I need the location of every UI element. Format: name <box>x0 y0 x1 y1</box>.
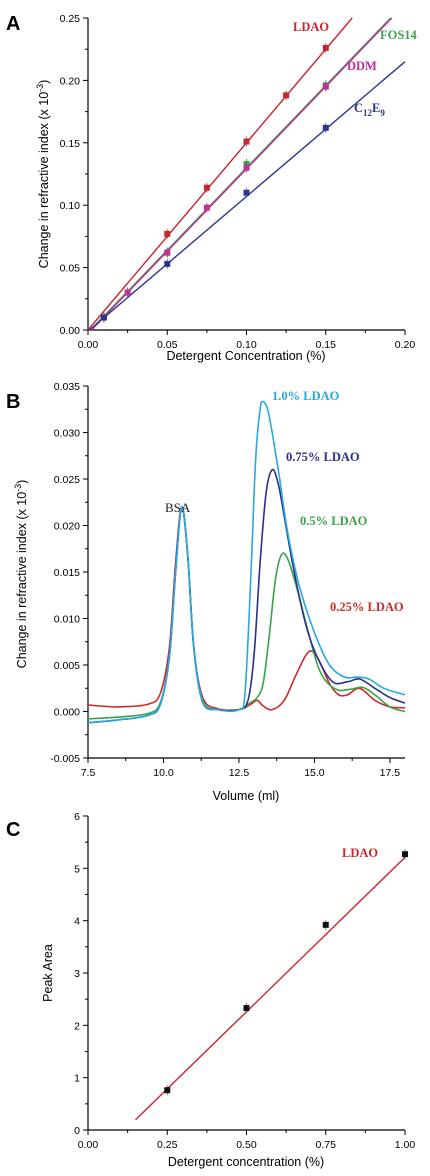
panel-b-y-tick-label: 0.020 <box>54 521 80 533</box>
panel-c: C 0.00 0.25 0.50 0.75 1.00 0 1 2 3 4 5 6 Detergent … <box>6 811 415 1169</box>
panel-c-y-tick-label: 5 <box>74 863 80 875</box>
series-label-ldao-c: LDAO <box>342 846 378 860</box>
data-point-c12e9 <box>243 189 250 196</box>
series-label-0-75-ldao: 0.75% LDAO <box>286 450 360 464</box>
fit-line-fos14 <box>89 17 392 331</box>
panel-a-x-tick-label: 0.00 <box>78 339 99 351</box>
data-point-ddm <box>164 249 171 256</box>
panel-b-x-tick-label: 10.0 <box>153 767 174 779</box>
data-point-ldao <box>203 184 210 191</box>
series-label-c12e9: C12E9 <box>354 101 385 118</box>
panel-c-y-tick-label: 1 <box>74 1073 80 1085</box>
panel-a-x-tick-label: 0.20 <box>395 339 416 351</box>
panel-b-y-tick-label: 0.010 <box>54 614 80 626</box>
panel-b-y-tick-label: 0.030 <box>54 428 80 440</box>
panel-b: B 7.5 10.0 12.5 15.0 17.5 -0.005 0.000 0.005 0.0… <box>6 381 406 803</box>
panel-a-x-tick-label: 0.05 <box>157 339 178 351</box>
panel-c-x-tick-label: 0.00 <box>78 1139 99 1151</box>
panel-c-y-tick-label: 3 <box>74 968 80 980</box>
panel-a-x-tick-label: 0.15 <box>316 339 337 351</box>
data-point-ldao <box>283 92 290 99</box>
data-point-ldao <box>164 230 171 237</box>
panel-a: A 0.00 0.05 0.10 0.15 0.20 0.00 0.05 0.10 0.15 0.… <box>6 13 418 363</box>
data-point-c12e9 <box>164 260 171 267</box>
data-point-c12e9 <box>322 124 329 131</box>
panel-c-x-axis-label: Detergent concentration (%) <box>168 1155 324 1169</box>
panel-b-x-tick-label: 15.0 <box>304 767 325 779</box>
panel-a-x-tick-label: 0.10 <box>236 339 257 351</box>
panel-a-x-axis-label: Detergent Concentration (%) <box>166 349 325 363</box>
panel-c-y-tick-label: 2 <box>74 1020 80 1032</box>
panel-b-x-tick-label: 12.5 <box>229 767 250 779</box>
fit-line-ldao <box>135 856 406 1121</box>
panel-c-x-tick-label: 0.50 <box>236 1139 257 1151</box>
data-point-ldao <box>322 44 329 51</box>
panel-b-y-axis-label: Change in refractive index (x 10-3) <box>13 480 29 669</box>
panel-b-y-tick-label: 0.000 <box>54 707 80 719</box>
series-label-0-25-ldao: 0.25% LDAO <box>330 600 404 614</box>
panel-c-axes <box>87 816 405 1131</box>
series-label-ddm: DDM <box>347 59 377 73</box>
panel-c-y-tick-label: 0 <box>74 1125 80 1137</box>
series-label-fos14: FOS14 <box>380 28 418 42</box>
data-point-ldao <box>402 851 408 858</box>
panel-b-y-tick-label: 0.005 <box>54 660 80 672</box>
panel-b-axes <box>87 386 405 759</box>
panel-a-y-tick-label: 0.10 <box>60 200 81 212</box>
panel-c-y-tick-label: 4 <box>74 916 80 928</box>
panel-c-label: C <box>6 819 20 841</box>
series-label-1-0-ldao: 1.0% LDAO <box>272 389 340 403</box>
data-point-ldao <box>164 1087 171 1094</box>
panel-a-y-tick-label: 0.05 <box>60 263 81 275</box>
panel-b-y-tick-label: 0.015 <box>54 567 80 579</box>
panel-b-x-tick-label: 17.5 <box>380 767 401 779</box>
data-point-ddm <box>322 83 329 90</box>
panel-c-y-tick-label: 6 <box>74 811 80 823</box>
panel-b-x-tick-label: 7.5 <box>81 767 96 779</box>
data-point-ldao <box>322 921 329 928</box>
fit-line-ddm <box>91 17 393 331</box>
panel-a-y-tick-label: 0.25 <box>60 13 81 25</box>
data-point-ldao <box>243 1005 250 1012</box>
panel-c-x-tick-label: 0.25 <box>157 1139 178 1151</box>
data-point-ddm <box>203 204 210 211</box>
panel-b-y-tick-label: -0.005 <box>50 753 80 765</box>
data-point-ddm <box>124 289 131 296</box>
bsa-annotation: BSA <box>165 500 191 515</box>
fit-line-ldao <box>87 17 353 331</box>
data-point-c12e9 <box>100 314 107 321</box>
panel-c-y-axis-label: Peak Area <box>41 944 55 1002</box>
data-point-ldao <box>243 138 250 145</box>
panel-a-y-axis-label: Change in refractive index (x 10-3) <box>35 80 51 269</box>
series-label-ldao: LDAO <box>293 20 329 34</box>
panel-b-y-tick-label: 0.035 <box>54 381 80 393</box>
panel-b-x-axis-label: Volume (ml) <box>213 789 280 803</box>
panel-a-y-tick-label: 0.00 <box>60 325 81 337</box>
panel-a-y-tick-label: 0.20 <box>60 75 81 87</box>
series-line-0-75-ldao <box>87 468 406 724</box>
panel-a-y-tick-label: 0.15 <box>60 138 81 150</box>
series-label-0-5-ldao: 0.5% LDAO <box>300 514 368 528</box>
panel-b-y-tick-label: 0.025 <box>54 474 80 486</box>
data-point-ddm <box>243 164 250 171</box>
panel-b-label: B <box>6 391 20 413</box>
fit-line-c12e9 <box>89 61 406 331</box>
panel-a-label: A <box>6 13 20 35</box>
series-line-1-0-ldao <box>87 400 406 724</box>
panel-c-x-tick-label: 0.75 <box>316 1139 337 1151</box>
panel-c-x-tick-label: 1.00 <box>395 1139 416 1151</box>
